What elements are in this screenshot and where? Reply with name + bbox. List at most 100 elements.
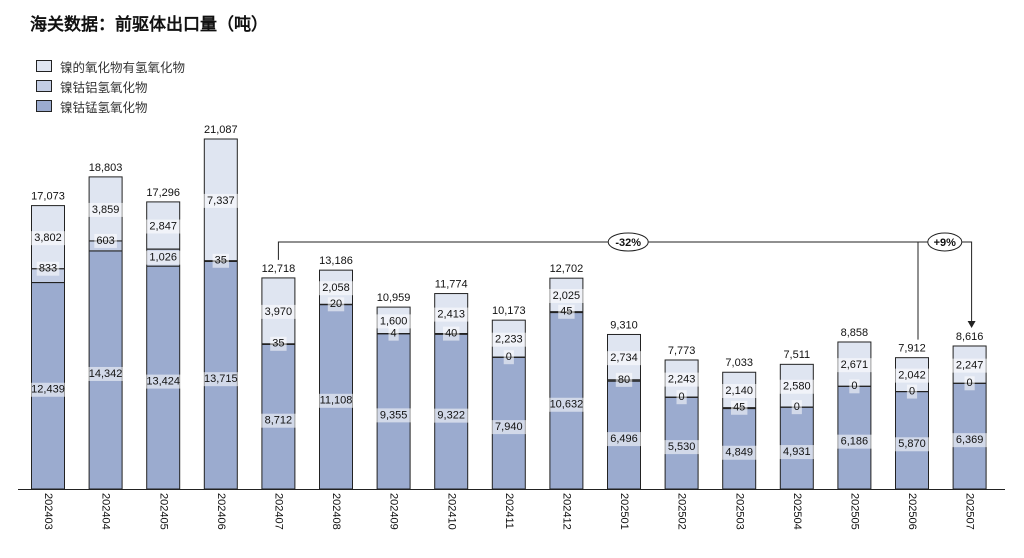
data-label-nca: 0 [794,401,800,413]
data-label-oxide-bg [88,202,124,217]
data-label-oxide: 2,140 [725,385,753,397]
bar-outline [722,371,757,490]
annotation-connector [277,241,919,340]
data-label-nca-bg [791,400,802,415]
data-label-oxide-bg [145,219,181,234]
data-label-nca-bg [731,400,748,415]
data-label-oxide-bg [376,314,412,329]
legend-swatch [36,80,52,92]
data-label-nca: 833 [39,263,57,275]
bar-outline [261,277,296,490]
x-tick-label: 202409 [388,493,400,530]
data-label-ncm-bg [779,445,815,460]
legend: 镍的氧化物有氢氧化物 镍钴铝氢氧化物 镍钴锰氢氧化物 [36,56,185,116]
data-label-ncm-bg [545,397,587,412]
data-label-oxide-bg [952,358,988,373]
data-label-oxide: 2,247 [956,360,984,372]
data-label-ncm: 6,186 [841,436,869,448]
data-label-nca-bg [558,304,575,319]
data-label-ncm: 8,712 [265,415,293,427]
x-tick-label: 202507 [964,493,976,530]
data-label-nca-bg [270,336,287,351]
data-label-ncm-bg [27,382,69,397]
legend-label: 镍的氧化物有氢氧化物 [60,59,186,75]
data-label-oxide: 2,025 [553,290,581,302]
total-label: 9,310 [610,319,638,331]
data-label-ncm: 4,849 [725,447,753,459]
x-tick-label: 202505 [848,493,860,530]
x-tick-label: 202503 [733,493,745,530]
data-label-ncm-bg [142,374,184,389]
x-tick-label: 202405 [157,493,169,530]
data-label-ncm-bg [606,432,642,447]
x-tick-label: 202501 [618,493,630,530]
data-label-nca: 35 [215,255,227,267]
data-label-oxide-bg [894,368,930,383]
data-label-nca: 603 [96,235,114,247]
annotation-label: +9% [934,237,957,249]
data-label-ncm: 7,940 [495,421,523,433]
annotation-bubble [607,232,649,252]
data-label-oxide-bg [260,304,296,319]
data-label-oxide: 2,671 [841,359,869,371]
data-label-ncm: 9,355 [380,409,408,421]
total-label: 13,186 [319,255,353,267]
data-label-oxide: 3,859 [92,204,120,216]
data-label-nca: 45 [560,306,572,318]
bar-outline [376,306,411,490]
data-label-oxide: 1,600 [380,315,408,327]
data-label-nca: 80 [618,374,630,386]
bar-outline [549,277,584,490]
data-label-ncm-bg [664,440,700,455]
data-label-ncm-bg [200,372,242,387]
data-label-oxide-bg [491,332,527,347]
legend-label: 镍钴锰氢氧化物 [60,99,148,115]
data-label-nca: 1,026 [149,252,177,264]
data-label-nca: 4 [391,328,397,340]
total-label: 17,296 [146,187,180,199]
total-label: 7,912 [898,343,926,355]
data-label-ncm: 6,369 [956,434,984,446]
data-label-ncm-bg [491,420,527,435]
data-label-oxide-bg [664,372,700,387]
data-label-nca-bg [443,326,460,341]
data-label-ncm: 13,715 [204,373,238,385]
data-label-ncm: 5,870 [898,438,926,450]
data-label-oxide-bg [203,193,239,208]
bar-outline [434,293,469,490]
bar-outline [31,205,65,490]
total-label: 17,073 [31,191,65,203]
x-tick-label: 202412 [560,493,572,530]
total-label: 12,718 [262,263,296,275]
total-label: 8,858 [841,327,869,339]
x-tick-label: 202408 [330,493,342,530]
bar-outline [895,357,929,490]
data-label-ncm: 11,108 [320,395,353,407]
data-label-ncm-bg [85,366,127,381]
data-label-ncm-bg [433,408,469,423]
data-label-oxide: 2,233 [495,334,523,346]
data-label-nca: 0 [506,351,512,363]
x-tick-label: 202406 [215,493,227,530]
data-label-nca: 45 [733,402,745,414]
data-label-nca-bg [906,384,918,399]
data-label-ncm-bg [894,437,930,452]
data-label-oxide: 2,734 [610,352,638,364]
total-label: 12,702 [550,263,584,275]
data-label-oxide: 2,058 [322,282,350,294]
data-label-oxide: 2,580 [783,381,811,393]
data-label-oxide-bg [721,384,757,399]
chart-title: 海关数据：前驱体出口量（吨） [30,15,268,35]
x-tick-label: 202404 [100,493,112,530]
data-label-nca-bg [615,372,633,387]
data-label-oxide-bg [318,281,354,296]
data-label-ncm-bg [376,408,412,423]
data-label-nca: 0 [967,377,973,389]
total-label: 8,616 [956,331,984,343]
data-label-nca: 0 [679,391,685,403]
data-label-nca: 20 [330,298,342,310]
annotation-connector [918,241,973,322]
data-label-oxide: 7,337 [207,195,235,207]
legend-item: 镍钴铝氢氧化物 [36,76,185,96]
